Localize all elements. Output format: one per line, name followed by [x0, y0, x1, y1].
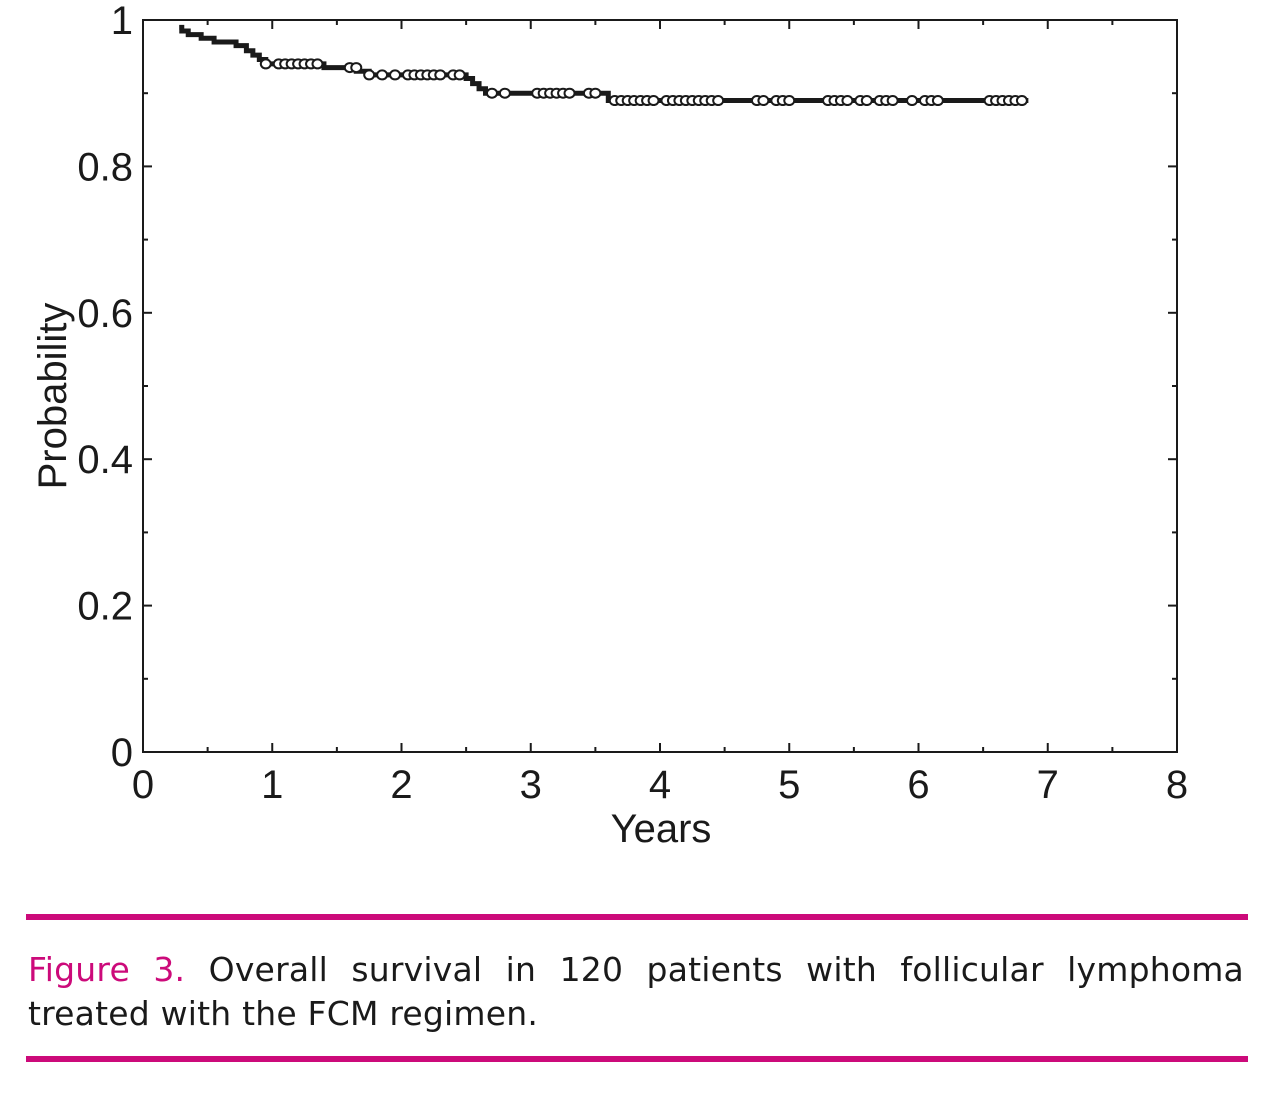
censor-mark [783, 95, 796, 107]
x-axis-title: Years [611, 807, 712, 851]
caption-rule-bottom [26, 1056, 1248, 1062]
y-axis-title: Probability [31, 303, 75, 490]
censor-marks [259, 58, 1028, 107]
x-tick-label: 7 [1037, 763, 1059, 807]
censor-mark [485, 87, 498, 99]
censor-mark [886, 95, 899, 107]
censor-mark [589, 87, 602, 99]
y-tick-label: 0.8 [77, 145, 133, 189]
plot-frame [142, 19, 1178, 753]
tick-labels: 0 1 2 3 4 5 6 7 8 0 0.2 0.4 0.6 0.8 1 [77, 0, 1188, 807]
censor-mark [1015, 95, 1028, 107]
censor-mark [453, 69, 466, 81]
figure-caption-text: Overall survival in 120 patients with fo… [28, 950, 1244, 1033]
survival-chart: 0 1 2 3 4 5 6 7 8 0 0.2 0.4 0.6 0.8 1 Years Probabilit… [31, 0, 1188, 851]
censor-mark [376, 69, 389, 81]
censor-mark [363, 69, 376, 81]
axes [142, 19, 1178, 753]
censor-mark [647, 95, 660, 107]
censor-mark [350, 62, 363, 74]
figure-label: Figure 3. [28, 950, 186, 989]
x-tick-label: 1 [261, 763, 283, 807]
censor-mark [906, 95, 919, 107]
x-tick-label: 3 [520, 763, 542, 807]
x-tick-label: 8 [1166, 763, 1188, 807]
y-tick-label: 0.2 [77, 585, 133, 629]
censor-mark [434, 69, 447, 81]
censor-mark [860, 95, 873, 107]
censor-mark [311, 58, 324, 70]
y-tick-label: 0.4 [77, 438, 133, 482]
censor-mark [563, 87, 576, 99]
censor-mark [712, 95, 725, 107]
y-tick-label: 1 [111, 0, 133, 43]
x-tick-label: 6 [907, 763, 929, 807]
x-tick-label: 5 [778, 763, 800, 807]
x-tick-label: 0 [132, 763, 154, 807]
censor-mark [931, 95, 944, 107]
censor-mark [498, 87, 511, 99]
censor-mark [841, 95, 854, 107]
x-tick-label: 4 [649, 763, 671, 807]
y-tick-label: 0 [111, 731, 133, 775]
ticks [142, 19, 1178, 753]
x-tick-label: 2 [390, 763, 412, 807]
censor-mark [259, 58, 272, 70]
figure-caption: Figure 3. Overall survival in 120 patien… [28, 948, 1244, 1036]
y-tick-label: 0.6 [77, 292, 133, 336]
censor-mark [757, 95, 770, 107]
caption-rule-top [26, 914, 1248, 920]
censor-mark [389, 69, 402, 81]
